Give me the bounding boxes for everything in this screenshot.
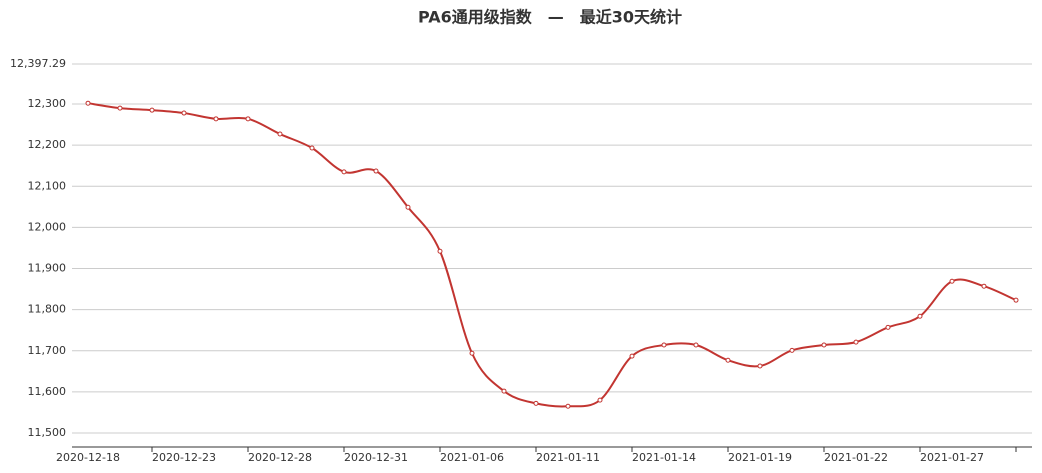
x-tick-label: 2021-01-19	[728, 451, 792, 464]
point	[885, 324, 891, 330]
line	[87, 102, 1017, 408]
point	[821, 342, 827, 348]
y-tick-label: 11,600	[28, 385, 67, 398]
x-tick-label: 2020-12-28	[248, 451, 312, 464]
y-tick-label: 11,900	[28, 262, 67, 275]
point	[437, 248, 443, 254]
point	[757, 363, 763, 369]
y-tick-label: 12,200	[28, 138, 67, 151]
point	[629, 353, 635, 359]
point	[117, 105, 123, 111]
point	[501, 388, 507, 394]
y-tick-label: 12,300	[28, 97, 67, 110]
point	[149, 107, 155, 113]
point	[1013, 297, 1019, 303]
y-tick-label: 11,800	[28, 303, 67, 316]
point	[917, 313, 923, 319]
point	[213, 116, 219, 122]
point	[853, 339, 859, 345]
y-tick-label: 12,100	[28, 179, 67, 192]
point	[181, 110, 187, 116]
point	[85, 100, 91, 106]
point	[725, 357, 731, 363]
y-tick-label: 12,397.29	[10, 57, 66, 70]
point	[789, 347, 795, 353]
y-tick-label: 11,700	[28, 344, 67, 357]
x-tick-label: 2021-01-14	[632, 451, 696, 464]
point	[405, 204, 411, 210]
point	[373, 168, 379, 174]
chart-title: PA6通用级指数 — 最近30天统计	[418, 8, 682, 27]
point	[341, 169, 347, 175]
x-tick-label: 2021-01-11	[536, 451, 600, 464]
point	[533, 400, 539, 406]
point	[949, 278, 955, 284]
x-tick-label: 2021-01-06	[440, 451, 504, 464]
point	[597, 397, 603, 403]
point	[981, 283, 987, 289]
x-tick-label: 2021-01-22	[824, 451, 888, 464]
point	[277, 131, 283, 137]
point	[565, 403, 571, 409]
x-tick-label: 2020-12-18	[56, 451, 120, 464]
x-tick-label: 2021-01-27	[920, 451, 984, 464]
y-tick-label: 12,000	[28, 220, 67, 233]
point	[693, 342, 699, 348]
point	[661, 342, 667, 348]
y-tick-label: 11,500	[28, 426, 67, 439]
x-tick-label: 2020-12-31	[344, 451, 408, 464]
point	[469, 350, 475, 356]
point	[245, 116, 251, 122]
point	[309, 145, 315, 151]
x-tick-label: 2020-12-23	[152, 451, 216, 464]
